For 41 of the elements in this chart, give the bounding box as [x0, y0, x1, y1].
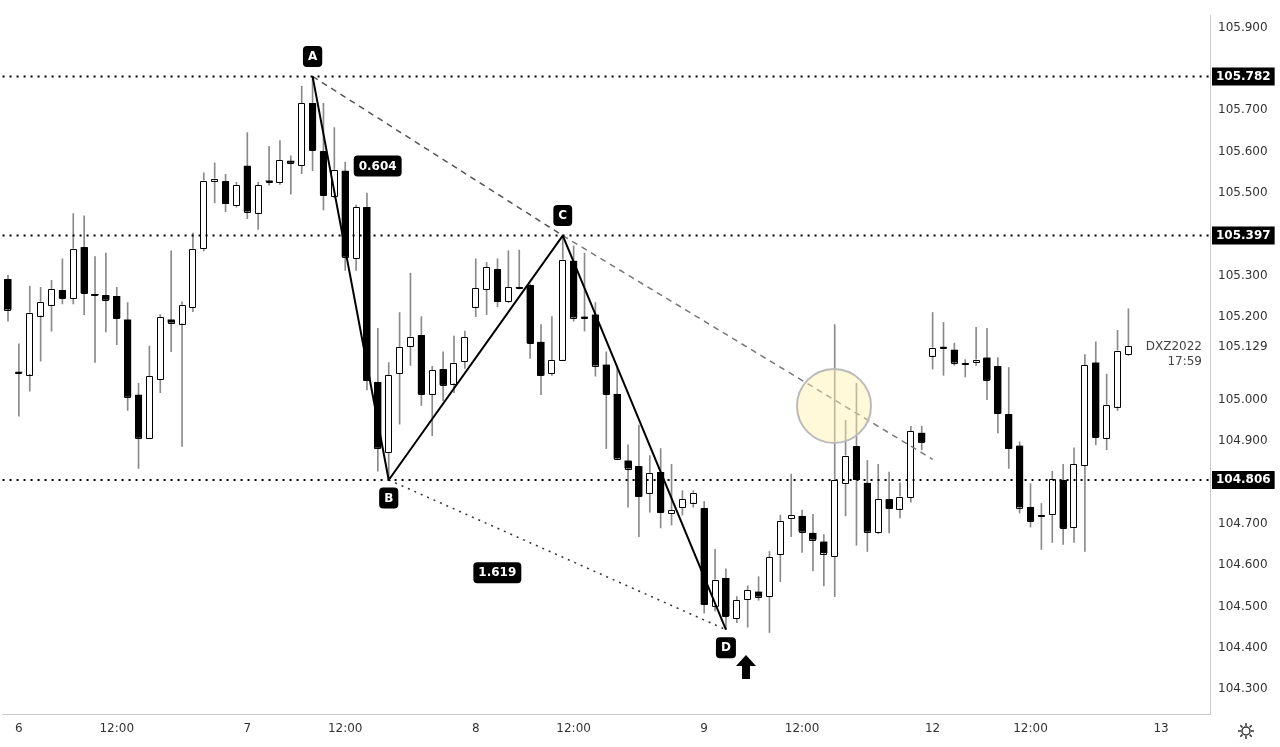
y-tick-label: 104.700 — [1218, 515, 1268, 530]
x-tick-label: 13 — [1153, 721, 1169, 736]
y-tick-label: 105.900 — [1218, 19, 1268, 34]
annotation: DXZ2022 — [1145, 338, 1202, 353]
y-tick-label: 105.000 — [1218, 391, 1268, 406]
y-tick-label: 104.500 — [1218, 598, 1268, 613]
annotation: D — [720, 640, 731, 655]
candlestick — [91, 256, 99, 363]
annotation: C — [558, 208, 568, 223]
x-tick-label: 12:00 — [99, 721, 135, 736]
y-tick-label: 105.200 — [1218, 309, 1268, 324]
x-tick-label: 8 — [471, 721, 480, 736]
y-tick-label: 104.900 — [1218, 433, 1268, 448]
ref-line-label: 105.782 — [1216, 68, 1271, 83]
annotation: 0.604 — [358, 158, 397, 173]
y-tick-label: 104.300 — [1218, 681, 1268, 696]
y-tick-label: 104.600 — [1218, 557, 1268, 572]
ref-line-label: 105.397 — [1216, 227, 1271, 242]
x-tick-label: 12:00 — [1013, 721, 1048, 736]
candlestick — [744, 585, 752, 628]
y-tick-label: 104.400 — [1218, 639, 1268, 654]
y-tick-label: 105.300 — [1218, 267, 1268, 282]
candlestick — [961, 359, 969, 378]
annotation: 1.619 — [478, 565, 517, 580]
y-tick-label: 105.600 — [1218, 143, 1268, 158]
annotation: A — [307, 49, 318, 64]
candlestick — [548, 316, 556, 376]
x-tick-label: 12:00 — [327, 721, 363, 736]
annotation: 17:59 — [1167, 353, 1202, 368]
x-tick-label: 7 — [243, 721, 252, 736]
x-tick-label: 12:00 — [556, 721, 591, 736]
x-tick-label: 6 — [15, 721, 23, 736]
y-tick-label: 105.700 — [1218, 102, 1268, 117]
y-tick-label: 105.500 — [1218, 185, 1268, 200]
x-tick-label: 12 — [924, 721, 941, 736]
x-tick-label: 9 — [700, 721, 708, 736]
candlestick — [515, 249, 523, 290]
ref-line-label: 104.806 — [1216, 472, 1271, 487]
y-tick-label: 105.129 — [1218, 338, 1268, 353]
annotation: B — [384, 490, 394, 505]
x-tick-label: 12:00 — [784, 721, 820, 736]
